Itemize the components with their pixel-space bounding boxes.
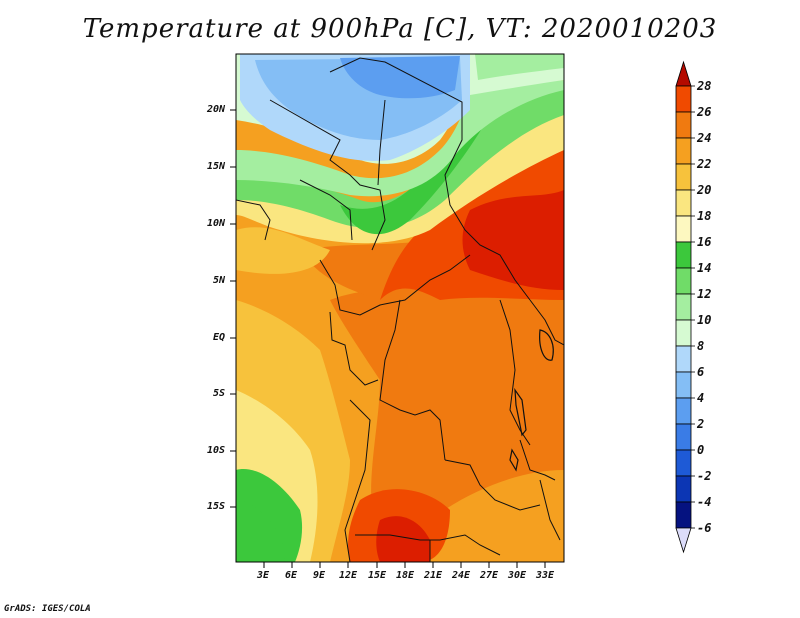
colorbar-segment <box>675 293 692 321</box>
colorbar-segment <box>675 111 692 139</box>
colorbar-segment <box>675 267 692 295</box>
colorbar-segment <box>675 189 692 217</box>
colorbar-label: -4 <box>697 495 712 509</box>
x-tick-label-24e: 24E <box>452 570 471 581</box>
colorbar-top-arrow <box>675 60 692 87</box>
y-tick-label-15n: 15N <box>207 161 226 172</box>
footer-credit: GrADS: IGES/COLA <box>4 604 91 614</box>
colorbar-segment <box>675 397 692 425</box>
temperature-field <box>236 54 564 562</box>
x-tick-label-6e: 6E <box>285 570 298 581</box>
colorbar <box>675 60 695 554</box>
y-tick-label-20n: 20N <box>207 104 226 115</box>
colorbar-segment <box>675 423 692 451</box>
colorbar-label: 26 <box>697 105 712 119</box>
x-tick-label-9e: 9E <box>313 570 326 581</box>
x-axis-ticks <box>263 562 546 568</box>
colorbar-segment <box>675 163 692 191</box>
x-tick-label-3e: 3E <box>257 570 270 581</box>
colorbar-segment <box>675 449 692 477</box>
colorbar-label: 28 <box>697 79 712 93</box>
colorbar-label: 0 <box>697 443 705 457</box>
map-title: Temperature at 900hPa [C], VT: 202001020… <box>82 14 718 44</box>
colorbar-segment <box>675 371 692 399</box>
colorbar-label: 12 <box>697 287 712 301</box>
y-tick-label-eq: EQ <box>213 332 226 343</box>
y-tick-label-10s: 10S <box>207 445 226 456</box>
colorbar-segment <box>675 215 692 243</box>
y-tick-label-5n: 5N <box>213 275 226 286</box>
colorbar-label: 22 <box>697 157 712 171</box>
colorbar-segment <box>675 85 692 113</box>
x-tick-label-27e: 27E <box>480 570 499 581</box>
y-axis-ticks <box>230 109 236 508</box>
x-tick-label-12e: 12E <box>339 570 358 581</box>
colorbar-label: 2 <box>697 417 705 431</box>
colorbar-label: 20 <box>697 183 712 197</box>
colorbar-label: 6 <box>697 365 705 379</box>
colorbar-bottom-arrow <box>675 527 692 554</box>
x-tick-label-15e: 15E <box>368 570 387 581</box>
colorbar-segment <box>675 241 692 269</box>
colorbar-label: 16 <box>697 235 712 249</box>
lake-outlines <box>509 329 554 472</box>
x-tick-label-33e: 33E <box>536 570 555 581</box>
colorbar-label: -2 <box>697 469 712 483</box>
y-tick-label-15s: 15S <box>207 501 226 512</box>
colorbar-label: 8 <box>697 339 705 353</box>
y-tick-label-5s: 5S <box>213 388 226 399</box>
colorbar-label: 4 <box>697 391 705 405</box>
colorbar-label: 18 <box>697 209 712 223</box>
colorbar-segment <box>675 475 692 503</box>
map-frame <box>235 53 565 563</box>
colorbar-segment <box>675 501 692 529</box>
colorbar-segment <box>675 137 692 165</box>
x-tick-label-21e: 21E <box>424 570 443 581</box>
colorbar-segment <box>675 319 692 347</box>
country-borders <box>236 57 564 562</box>
x-tick-label-18e: 18E <box>396 570 415 581</box>
x-tick-label-30e: 30E <box>508 570 527 581</box>
colorbar-segment <box>675 345 692 373</box>
colorbar-label: 10 <box>697 313 712 327</box>
colorbar-label: 24 <box>697 131 712 145</box>
y-tick-label-10n: 10N <box>207 218 226 229</box>
colorbar-label: -6 <box>697 521 712 535</box>
colorbar-label: 14 <box>697 261 712 275</box>
